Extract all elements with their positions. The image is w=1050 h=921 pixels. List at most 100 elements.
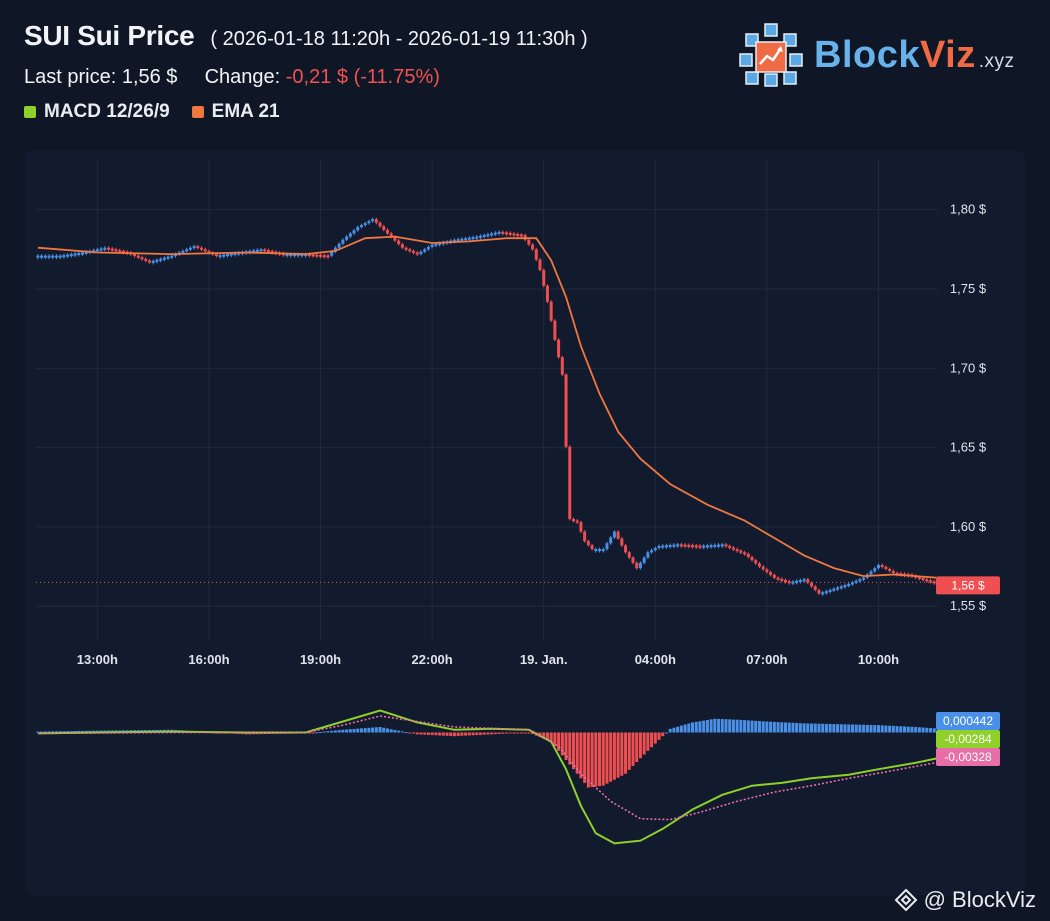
candle [95,249,99,252]
candle [657,545,661,549]
candle [471,237,475,240]
candle [58,255,62,258]
macd-histogram-bar [445,732,449,736]
candle [791,581,795,584]
candle [482,235,486,238]
candle [293,254,297,257]
candle [713,544,717,547]
macd-histogram-bar [609,732,613,782]
candle [62,255,66,258]
macd-histogram-bar [646,732,650,751]
macd-histogram-bar [698,721,702,733]
candle [661,545,665,548]
candle [203,249,207,252]
macd-histogram-bar [854,724,858,733]
candle [359,225,363,228]
macd-histogram-bar [564,732,568,760]
candle [813,586,817,590]
macd-histogram-bar [73,731,77,733]
macd-histogram-bar [523,732,527,734]
macd-histogram-bar [672,727,676,733]
macd-histogram-bar [512,732,516,734]
candle [605,543,609,550]
candle [490,233,494,236]
candle [252,250,256,253]
macd-histogram-bar [568,732,572,765]
macd-histogram-bar [843,724,847,733]
candle [787,581,791,584]
macd-histogram-bar [386,728,390,733]
macd-histogram-bar [817,723,821,733]
candle [598,549,602,552]
macd-histogram-bar [687,723,691,733]
candle [836,587,840,590]
macd-histogram-bar [519,732,523,734]
time-tick-label: 19. Jan. [520,652,568,667]
macd-histogram-bar [586,732,590,788]
candle [612,531,616,538]
macd-histogram-bar [430,732,434,736]
macd-histogram-bar [691,722,695,733]
candle [542,269,546,286]
candle [110,248,114,251]
macd-histogram-bar [806,723,810,733]
legend-swatch-ema [191,106,204,118]
macd-histogram-bar [903,726,907,733]
macd-histogram-bar [743,720,747,733]
candle [341,239,345,244]
candle [508,232,512,235]
macd-histogram-bar [783,722,787,733]
candle [642,557,646,563]
legend-item-macd[interactable]: MACD 12/26/9 [24,101,170,123]
candle [798,580,802,583]
candle [739,550,743,553]
macd-histogram-bar [497,732,501,734]
macd-histogram-bar [702,720,706,733]
legend-item-ema[interactable]: EMA 21 [191,101,280,123]
macd-signal-badge-bg [936,748,1000,766]
macd-histogram-bar [932,728,936,733]
legend: MACD 12/26/9 EMA 21 [24,101,588,123]
candle [226,254,230,257]
macd-histogram-bar [363,728,367,733]
candle [638,562,642,569]
time-tick-label: 10:00h [858,652,899,667]
candle [709,545,713,548]
chart-panel [25,150,1025,895]
macd-histogram-bar [322,731,326,733]
candle [218,255,222,258]
macd-histogram-bar [62,731,66,733]
macd-histogram-bar [47,731,51,733]
candle [590,545,594,550]
candle [467,237,471,240]
candle [311,254,315,257]
macd-histogram-bar [493,732,497,735]
macd-histogram-bar [426,732,430,735]
macd-histogram-bar [579,732,583,779]
legend-swatch-macd [24,106,36,118]
macd-histogram-bar [333,730,337,733]
macd-histogram-bar [776,722,780,733]
macd-histogram-bar [36,731,40,733]
binance-diamond-icon [894,888,918,912]
change-value: -0,21 $ (-11.75%) [285,66,440,88]
macd-histogram-bar [735,719,739,733]
candle [166,256,170,259]
candle [653,548,657,551]
candle [415,252,419,255]
candle [873,568,877,572]
candle [412,250,416,253]
candle [478,235,482,238]
macd-histogram-bar [624,732,628,774]
candle [586,541,590,546]
candle [475,236,479,239]
macd-histogram-bar [542,732,546,739]
candle [140,257,144,260]
candle [549,301,553,321]
candle [583,531,587,542]
macd-histogram-bar [769,721,773,733]
macd-histogram-bar [724,719,728,733]
candle [772,574,776,578]
candle [69,254,73,257]
